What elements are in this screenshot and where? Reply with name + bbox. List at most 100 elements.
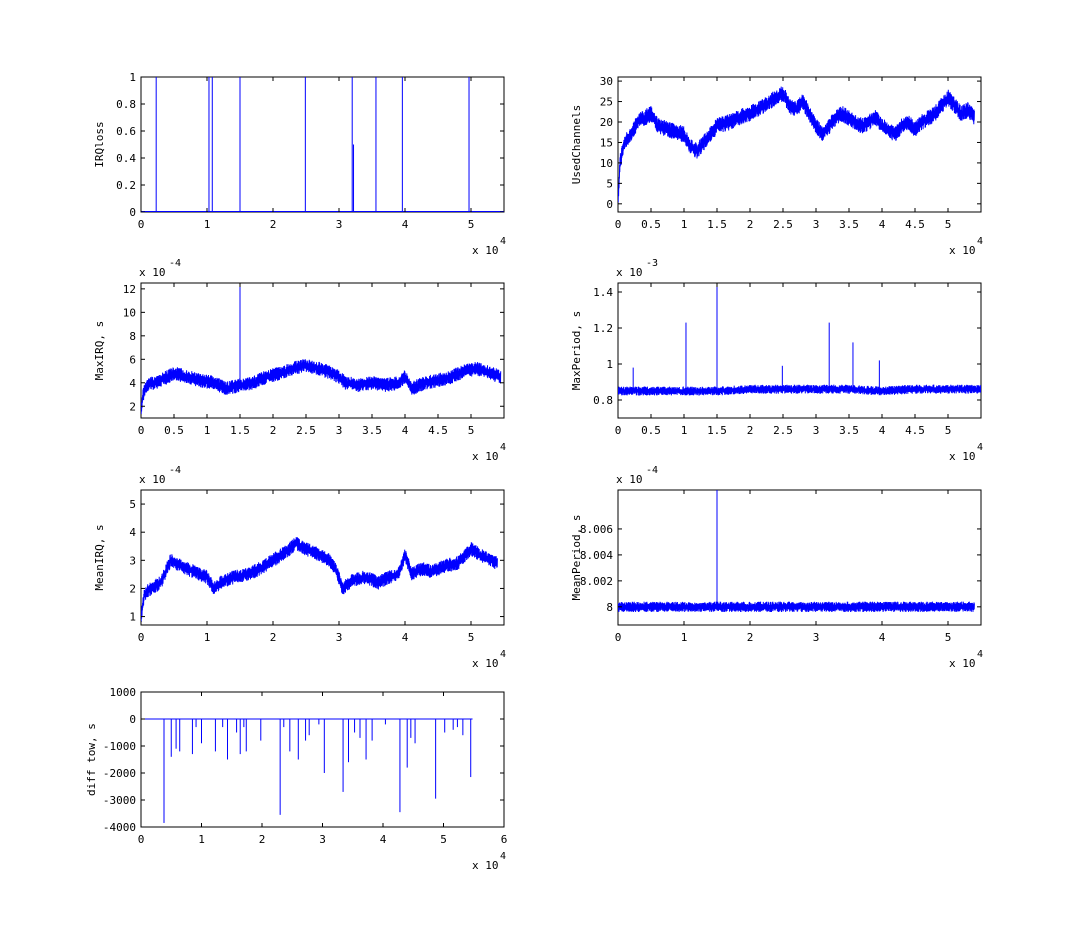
x-tick-label: 3 — [813, 424, 820, 437]
x-tick-label: 5 — [945, 218, 952, 231]
y-tick-label: 1.2 — [593, 322, 613, 335]
x-tick-label: 2 — [747, 631, 754, 644]
x-tick-label: 2 — [270, 631, 277, 644]
y-tick-label: 0 — [129, 206, 136, 219]
y-tick-label: 4 — [129, 377, 136, 390]
y-tick-label: 1 — [129, 611, 136, 624]
y-axis-label: UsedChannels — [570, 105, 583, 184]
y-tick-label: 2 — [129, 582, 136, 595]
plot-area — [618, 86, 975, 203]
y-multiplier-label: x 10 — [616, 473, 643, 486]
x-tick-label: 2 — [747, 218, 754, 231]
y-tick-label: 1.4 — [593, 286, 613, 299]
x-multiplier-label: x 10 — [472, 244, 499, 257]
x-tick-label: 2.5 — [773, 424, 793, 437]
axes-frame — [140, 282, 505, 419]
x-tick-label: 0 — [138, 833, 145, 846]
x-multiplier-exponent: 4 — [977, 649, 983, 660]
y-tick-label: 8.004 — [580, 549, 613, 562]
x-tick-label: 0.5 — [641, 218, 661, 231]
plot-area — [618, 490, 975, 613]
x-multiplier-exponent: 4 — [977, 236, 983, 247]
x-multiplier-exponent: 4 — [500, 442, 506, 453]
x-tick-label: 0 — [615, 218, 622, 231]
axes-frame — [140, 691, 505, 828]
plot-area — [141, 718, 473, 823]
x-tick-label: 1 — [204, 424, 211, 437]
x-tick-label: 4.5 — [905, 218, 925, 231]
x-tick-label: 3 — [813, 218, 820, 231]
x-tick-label: 1.5 — [707, 218, 727, 231]
y-axis-label: MeanIRQ, s — [93, 524, 106, 590]
y-multiplier-exponent: -4 — [169, 258, 181, 269]
x-tick-label: 5 — [468, 218, 475, 231]
y-tick-label: 1 — [606, 358, 613, 371]
y-tick-label: 6 — [129, 353, 136, 366]
x-tick-label: 0 — [615, 424, 622, 437]
x-tick-label: 0.5 — [164, 424, 184, 437]
axes-frame — [617, 489, 982, 626]
x-tick-label: 4 — [402, 424, 409, 437]
y-multiplier-label: x 10 — [139, 266, 166, 279]
y-tick-label: 0.2 — [116, 179, 136, 192]
plot-area — [618, 283, 981, 396]
x-tick-label: 1.5 — [230, 424, 250, 437]
y-multiplier-label: x 10 — [139, 473, 166, 486]
x-tick-label: 4 — [402, 218, 409, 231]
y-tick-label: -2000 — [103, 767, 136, 780]
x-tick-label: 2 — [259, 833, 266, 846]
series-line — [141, 359, 502, 415]
y-tick-label: 15 — [600, 136, 613, 149]
y-multiplier-label: x 10 — [616, 266, 643, 279]
y-tick-label: 0.4 — [116, 152, 136, 165]
x-tick-label: 4.5 — [428, 424, 448, 437]
x-multiplier-exponent: 4 — [500, 851, 506, 862]
y-axis-label: IRQloss — [93, 121, 106, 167]
x-tick-label: 1.5 — [707, 424, 727, 437]
series-line — [618, 601, 975, 613]
y-axis-label: MaxIRQ, s — [93, 321, 106, 381]
y-tick-label: 25 — [600, 96, 613, 109]
x-tick-label: 0.5 — [641, 424, 661, 437]
y-tick-label: 4 — [129, 526, 136, 539]
x-tick-label: 3 — [336, 631, 343, 644]
x-multiplier-label: x 10 — [472, 859, 499, 872]
y-tick-label: 10 — [123, 306, 136, 319]
y-axis-label: diff tow, s — [85, 723, 98, 796]
y-tick-label: 8 — [129, 330, 136, 343]
y-tick-label: -1000 — [103, 740, 136, 753]
x-multiplier-exponent: 4 — [500, 649, 506, 660]
plot-area — [141, 537, 498, 623]
y-tick-label: 0.6 — [116, 125, 136, 138]
x-multiplier-label: x 10 — [949, 450, 976, 463]
y-tick-label: 0.8 — [593, 394, 613, 407]
x-tick-label: 0 — [138, 218, 145, 231]
y-tick-label: 1 — [129, 71, 136, 84]
x-tick-label: 2 — [270, 218, 277, 231]
y-tick-label: -4000 — [103, 821, 136, 834]
series-line — [618, 86, 975, 203]
y-multiplier-exponent: -3 — [646, 258, 658, 269]
series-line — [618, 384, 981, 396]
x-tick-label: 2 — [747, 424, 754, 437]
y-tick-label: 20 — [600, 116, 613, 129]
subplot-7: 0 1 2 3 4 5 6 -4000 -3000 -2000 -1000 0 1000 diff tow… — [85, 686, 507, 872]
y-tick-label: 10 — [600, 157, 613, 170]
y-tick-label: 5 — [606, 177, 613, 190]
axes-frame — [617, 76, 982, 213]
x-tick-label: 4.5 — [905, 424, 925, 437]
y-tick-label: 8 — [606, 601, 613, 614]
y-tick-label: -3000 — [103, 794, 136, 807]
x-tick-label: 5 — [468, 424, 475, 437]
x-tick-label: 5 — [945, 424, 952, 437]
x-tick-label: 1 — [681, 631, 688, 644]
y-tick-label: 12 — [123, 283, 136, 296]
x-tick-label: 0 — [138, 424, 145, 437]
y-tick-label: 8.002 — [580, 575, 613, 588]
x-tick-label: 3.5 — [362, 424, 382, 437]
x-multiplier-label: x 10 — [949, 657, 976, 670]
y-axis-label: MeanPeriod, s — [570, 514, 583, 600]
